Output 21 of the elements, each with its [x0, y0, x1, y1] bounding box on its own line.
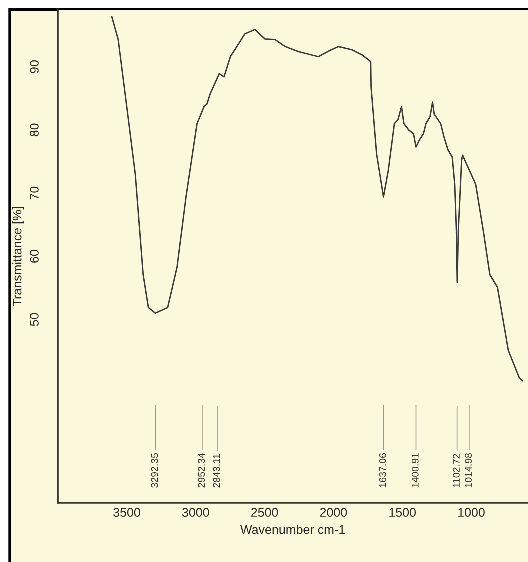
y-tick-label: 60 [30, 250, 39, 263]
y-axis-title: Transmittance [%] [12, 207, 24, 306]
y-tick-label: 50 [30, 313, 39, 326]
x-tick-label: 1500 [390, 508, 416, 518]
y-tick-label: 80 [30, 124, 39, 137]
y-tick-label: 70 [30, 186, 39, 200]
x-tick-label: 1000 [458, 508, 485, 518]
y-tick-label: 90 [30, 60, 39, 74]
ref-line-label: 1102.72 [453, 454, 460, 488]
x-tick-label: 3000 [182, 508, 210, 518]
ref-line-label: 2952.34 [198, 453, 206, 488]
line-series [111, 16, 524, 382]
ref-line-label: 1014.98 [465, 453, 472, 488]
x-tick-label: 3500 [114, 508, 140, 518]
ref-line-label: 2843.11 [213, 454, 220, 488]
ref-line-label: 1400.91 [412, 454, 419, 488]
ref-line-label: 1637.06 [379, 453, 386, 488]
ref-line-label: 3292.35 [151, 453, 158, 488]
x-tick-label: 2500 [252, 508, 278, 518]
x-axis-title: Wavenumber cm-1 [240, 525, 345, 534]
x-tick-label: 2000 [320, 508, 348, 518]
